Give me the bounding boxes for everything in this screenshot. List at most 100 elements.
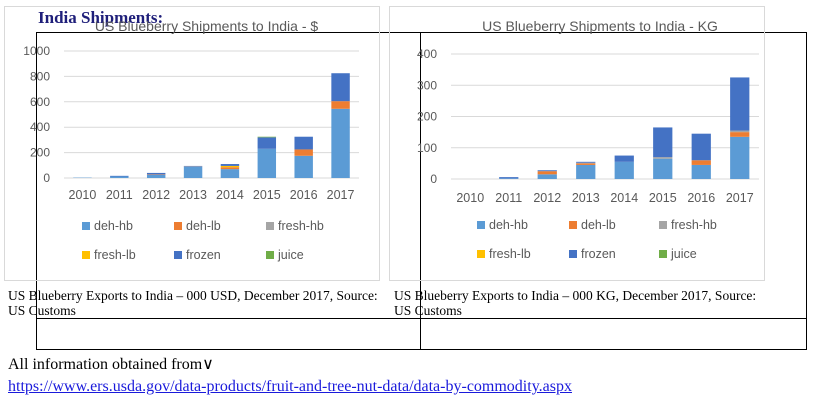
legend-label-deh-hb: deh-hb xyxy=(94,219,133,233)
legend-label-deh-lb: deh-lb xyxy=(186,219,221,233)
bar-deh-hb xyxy=(257,148,277,178)
x-tick-label: 2010 xyxy=(456,191,484,205)
source-link[interactable]: https://www.ers.usda.gov/data-products/f… xyxy=(8,378,572,395)
chart-usd: US Blueberry Shipments to India - $ 0 200 4… xyxy=(23,18,359,262)
bar-juice xyxy=(257,136,277,138)
bar-deh-hb xyxy=(110,176,129,178)
legend-label-frozen: frozen xyxy=(581,247,616,261)
bar-deh-hb xyxy=(294,155,313,178)
bar-deh-lb xyxy=(294,149,313,156)
x-tick-label: 2010 xyxy=(69,188,97,202)
x-tick-label: 2016 xyxy=(290,188,318,202)
legend-label-fresh-lb: fresh-lb xyxy=(489,247,531,261)
bar-deh-lb xyxy=(576,163,596,165)
footer: All information obtained from∨ https://w… xyxy=(8,354,572,398)
bar-deh-lb xyxy=(220,167,240,170)
bar-deh-hb xyxy=(653,158,673,179)
bar-frozen xyxy=(499,177,519,179)
legend-label-juice: juice xyxy=(277,248,304,262)
bar-fresh-lb xyxy=(220,165,240,168)
bar-deh-lb xyxy=(537,171,557,175)
legend-swatch-frozen xyxy=(569,250,577,258)
chart-title: US Blueberry Shipments to India - $ xyxy=(95,18,319,34)
x-tick-label: 2014 xyxy=(610,191,638,205)
x-tick-label: 2013 xyxy=(572,191,600,205)
x-tick-label: 2011 xyxy=(106,188,133,202)
bar-deh-hb xyxy=(730,136,750,179)
caption-usd: US Blueberry Exports to India – 000 USD,… xyxy=(8,288,378,318)
y-tick-label: 1000 xyxy=(23,44,50,58)
bar-frozen xyxy=(146,172,166,175)
bar-frozen xyxy=(294,136,313,150)
bar-deh-hb xyxy=(576,164,596,179)
legend-swatch-deh-lb xyxy=(174,222,182,230)
legend-label-deh-hb: deh-hb xyxy=(489,218,528,232)
legend-label-deh-lb: deh-lb xyxy=(581,218,616,232)
bar-deh-lb xyxy=(691,160,711,165)
legend-swatch-fresh-hb xyxy=(266,222,274,230)
bar-frozen xyxy=(331,73,350,102)
y-tick-label: 300 xyxy=(417,78,437,92)
bar-deh-lb xyxy=(730,132,750,137)
legend-swatch-fresh-hb xyxy=(659,221,667,229)
chart-title: US Blueberry Shipments to India - KG xyxy=(482,18,718,34)
bar-frozen xyxy=(653,127,673,158)
y-tick-label: 400 xyxy=(30,120,50,134)
bar-deh-hb xyxy=(691,164,711,179)
bar-fresh-hb xyxy=(653,157,673,159)
table-column-divider xyxy=(420,33,421,349)
table-row-divider xyxy=(37,318,806,319)
bar-deh-hb xyxy=(220,169,240,178)
bar-deh-hb xyxy=(499,178,519,179)
charts-table xyxy=(36,32,807,350)
bar-frozen xyxy=(576,161,596,163)
legend-label-fresh-hb: fresh-hb xyxy=(278,219,324,233)
legend-label-juice: juice xyxy=(670,247,697,261)
y-tick-label: 200 xyxy=(417,110,437,124)
legend-swatch-fresh-lb xyxy=(82,251,90,259)
y-tick-label: 400 xyxy=(417,47,437,61)
chart-kg: US Blueberry Shipments to India - KG 0 100… xyxy=(417,18,759,261)
bar-fresh-hb xyxy=(576,162,596,164)
x-tick-label: 2015 xyxy=(649,191,677,205)
x-tick-label: 2012 xyxy=(533,191,561,205)
y-tick-label: 0 xyxy=(430,172,437,186)
legend-swatch-fresh-lb xyxy=(477,250,485,258)
legend-swatch-deh-hb xyxy=(82,222,90,230)
x-tick-label: 2013 xyxy=(179,188,207,202)
bar-frozen xyxy=(110,175,129,177)
bar-frozen xyxy=(537,170,557,172)
x-tick-label: 2014 xyxy=(216,188,244,202)
bar-frozen xyxy=(257,137,277,149)
legend-swatch-frozen xyxy=(174,251,182,259)
bar-fresh-hb xyxy=(730,130,750,133)
bar-deh-hb xyxy=(146,174,166,178)
legend-swatch-deh-hb xyxy=(477,221,485,229)
bar-deh-hb xyxy=(614,161,634,179)
y-tick-label: 200 xyxy=(30,146,50,160)
bar-frozen xyxy=(691,133,711,161)
x-tick-label: 2017 xyxy=(726,191,754,205)
legend-swatch-juice xyxy=(266,251,274,259)
bar-deh-hb xyxy=(331,108,350,178)
bar-deh-hb xyxy=(537,174,557,179)
chart-usd-frame: US Blueberry Shipments to India - $ 0 200 4… xyxy=(4,6,380,281)
legend-swatch-juice xyxy=(659,250,667,258)
footer-text: All information obtained from∨ xyxy=(8,356,214,373)
x-tick-label: 2011 xyxy=(495,191,522,205)
legend-label-fresh-lb: fresh-lb xyxy=(94,248,136,262)
bar-frozen xyxy=(220,164,240,166)
legend-label-fresh-hb: fresh-hb xyxy=(671,218,717,232)
page-title: India Shipments: xyxy=(38,8,164,27)
y-tick-label: 800 xyxy=(30,69,50,83)
bar-deh-lb xyxy=(331,101,350,109)
y-tick-label: 100 xyxy=(417,141,437,155)
chart-kg-frame: US Blueberry Shipments to India - KG 0 100… xyxy=(389,6,765,281)
bar-deh-hb xyxy=(183,166,203,178)
legend-label-frozen: frozen xyxy=(186,248,221,262)
legend-swatch-deh-lb xyxy=(569,221,577,229)
x-tick-label: 2015 xyxy=(253,188,281,202)
x-tick-label: 2016 xyxy=(687,191,715,205)
caption-kg: US Blueberry Exports to India – 000 KG, … xyxy=(394,288,757,318)
bar-frozen xyxy=(730,77,750,131)
